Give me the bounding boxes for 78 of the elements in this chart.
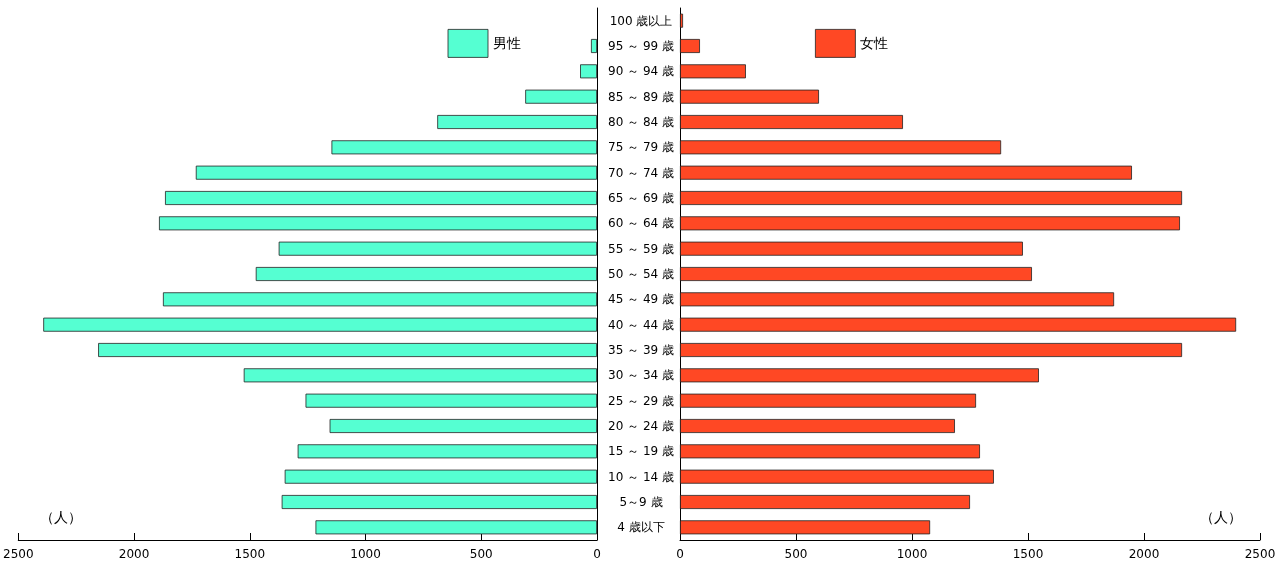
y-tick-label: 30 ～ 34 歳: [608, 368, 674, 383]
bar: [680, 267, 1032, 281]
bar: [281, 495, 597, 509]
y-tick-label: 75 ～ 79 歳: [608, 140, 674, 155]
y-tick-label: 25 ～ 29 歳: [608, 393, 674, 408]
x-axis-title: （人）: [40, 509, 82, 525]
y-tick-label: 20 ～ 24 歳: [608, 419, 674, 433]
bar: [680, 241, 1023, 256]
x-tick-label: 500: [784, 547, 808, 561]
bar: [680, 343, 1183, 357]
x-tick-label: 2500: [1244, 547, 1276, 561]
bar: [680, 520, 931, 535]
bar: [580, 64, 597, 79]
bar: [680, 115, 903, 129]
bar: [680, 13, 684, 28]
bar: [680, 89, 819, 104]
bar: [331, 140, 597, 155]
x-tick-label: 1500: [234, 547, 266, 561]
x-tick-label: 0: [676, 547, 684, 561]
bar: [159, 216, 597, 231]
x-tick-label: 2500: [3, 547, 34, 561]
y-tick-label: 95 ～ 99 歳: [608, 39, 674, 53]
bar: [680, 495, 970, 509]
bar: [195, 165, 597, 180]
bar: [284, 469, 597, 484]
y-tick-label: 100 歳以上: [609, 13, 673, 28]
y-tick-label: 15 ～ 19 歳: [608, 444, 674, 459]
bar: [680, 39, 700, 53]
bar: [98, 343, 597, 357]
bar: [243, 368, 597, 383]
legend-label: 男性: [493, 35, 521, 52]
y-tick-label: 35 ～ 39 歳: [608, 343, 674, 357]
y-tick-label: 85 ～ 89 歳: [608, 89, 674, 104]
y-tick-label: 90 ～ 94 歳: [608, 64, 674, 79]
bar: [680, 216, 1180, 231]
bar: [329, 419, 597, 433]
bar: [525, 89, 597, 104]
bar: [680, 393, 977, 408]
bar: [255, 267, 597, 281]
x-axis-title: （人）: [1200, 509, 1242, 525]
x-tick-label: 2000: [118, 547, 150, 561]
x-tick-label: 1000: [896, 547, 928, 561]
x-tick-label: 500: [469, 547, 493, 561]
bar: [680, 317, 1237, 332]
y-tick-label: 50 ～ 54 歳: [608, 267, 674, 281]
y-tick-label: 55 ～ 59 歳: [608, 241, 674, 256]
bar: [590, 39, 597, 53]
bar: [680, 368, 1039, 383]
bar: [162, 292, 597, 307]
bar: [680, 64, 746, 79]
x-tick-label: 0: [593, 547, 601, 561]
y-tick-label: 65 ～ 69 歳: [608, 191, 674, 205]
bar: [680, 469, 994, 484]
bar: [680, 292, 1115, 307]
bar: [165, 191, 597, 205]
legend-label: 女性: [860, 35, 889, 52]
x-tick-label: 2000: [1128, 547, 1160, 561]
bar: [680, 444, 980, 459]
bar: [43, 317, 597, 332]
y-tick-label: 40 ～ 44 歳: [608, 317, 674, 332]
y-tick-label: 5～9 歳: [619, 495, 663, 509]
bar: [437, 115, 597, 129]
y-tick-label: 10 ～ 14 歳: [608, 469, 674, 484]
y-tick-label: 60 ～ 64 歳: [608, 216, 674, 231]
x-tick-label: 1500: [1012, 547, 1044, 561]
bar: [315, 520, 597, 535]
y-tick-label: 80 ～ 84 歳: [608, 115, 674, 129]
bar: [680, 165, 1132, 180]
bar: [305, 393, 597, 408]
y-tick-label: 70 ～ 74 歳: [608, 165, 674, 180]
y-tick-label: 4 歳以下: [617, 520, 665, 535]
bar: [680, 140, 1002, 155]
bar: [297, 444, 597, 459]
bar: [680, 419, 955, 433]
bar: [278, 241, 597, 256]
y-tick-label: 45 ～ 49 歳: [608, 292, 674, 307]
bar: [680, 191, 1183, 205]
x-tick-label: 1000: [350, 547, 381, 561]
